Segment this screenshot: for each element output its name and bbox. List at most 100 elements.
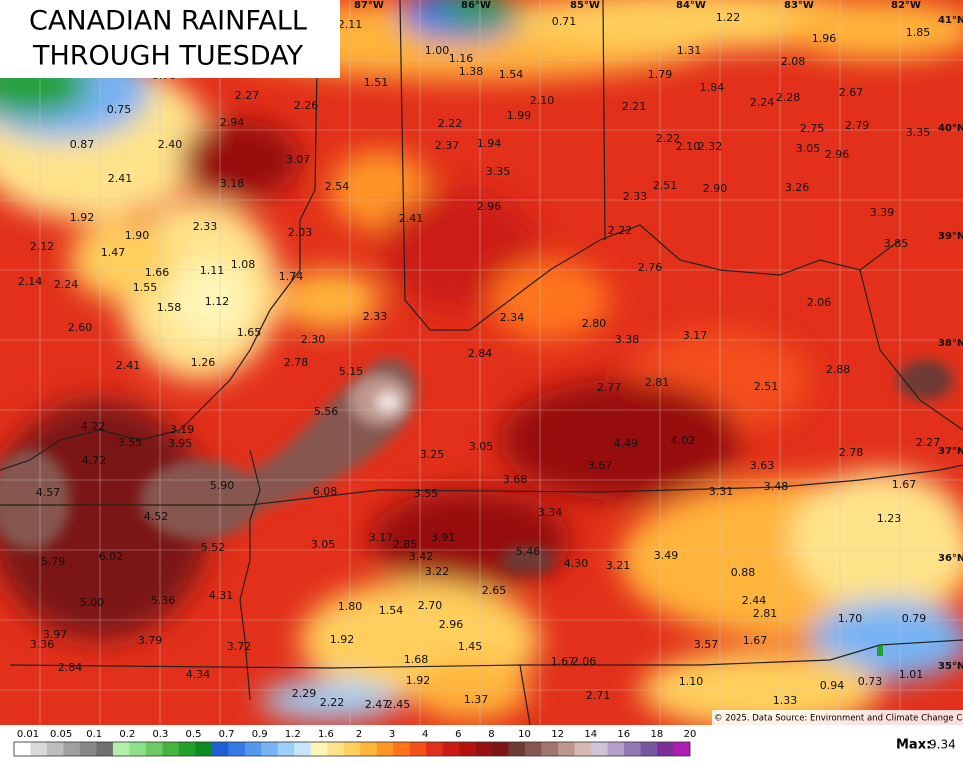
rainfall-value: 1.96 bbox=[812, 32, 837, 45]
legend-swatch bbox=[607, 742, 625, 756]
latitude-label: 36°N bbox=[938, 553, 963, 564]
rainfall-value: 2.96 bbox=[477, 200, 502, 213]
legend-tick-label: 0.5 bbox=[186, 729, 202, 740]
rainfall-value: 2.65 bbox=[482, 584, 507, 597]
rainfall-value: 2.78 bbox=[839, 446, 864, 459]
legend-swatch bbox=[96, 742, 114, 756]
legend-swatch bbox=[343, 742, 361, 756]
legend-tick-label: 0.05 bbox=[50, 729, 72, 740]
legend-swatch bbox=[294, 742, 312, 756]
rainfall-value: 2.03 bbox=[288, 226, 313, 239]
legend-swatch bbox=[277, 742, 295, 756]
legend-tick-label: 0.3 bbox=[152, 729, 168, 740]
legend-swatch bbox=[475, 742, 493, 756]
rainfall-value: 3.55 bbox=[414, 487, 439, 500]
legend-swatch bbox=[30, 742, 48, 756]
rainfall-value: 1.33 bbox=[773, 694, 798, 707]
legend-swatch bbox=[541, 742, 559, 756]
rainfall-value: 4.31 bbox=[209, 589, 234, 602]
rainfall-value: 1.01 bbox=[899, 668, 924, 681]
rainfall-value: 2.84 bbox=[468, 347, 493, 360]
legend-tick-label: 8 bbox=[488, 729, 494, 740]
legend-tick-label: 14 bbox=[584, 729, 597, 740]
legend-swatch bbox=[162, 742, 180, 756]
state-lines bbox=[0, 0, 963, 725]
copyright: © 2025. Data Source: Environment and Cli… bbox=[714, 714, 963, 724]
rainfall-value: 1.11 bbox=[200, 264, 225, 277]
rainfall-value: 6.02 bbox=[99, 550, 124, 563]
rainfall-value: 1.16 bbox=[449, 52, 474, 65]
legend-frame bbox=[13, 741, 691, 757]
rainfall-value: 0.94 bbox=[820, 679, 845, 692]
rainfall-value: 1.84 bbox=[700, 81, 725, 94]
max-value: 9.34 bbox=[929, 738, 956, 752]
legend-swatch bbox=[492, 742, 509, 756]
rainfall-value: 1.92 bbox=[70, 211, 95, 224]
rainfall-value: 3.42 bbox=[409, 550, 434, 563]
legend-swatch bbox=[13, 741, 32, 757]
latitude-label: 35°N bbox=[938, 661, 963, 672]
legend-swatch bbox=[657, 742, 674, 756]
rainfall-value: 4.57 bbox=[36, 486, 61, 499]
rainfall-value: 0.87 bbox=[70, 138, 95, 151]
rainfall-value: 3.63 bbox=[750, 459, 775, 472]
rainfall-value: 2.96 bbox=[825, 148, 850, 161]
rainfall-value: 0.88 bbox=[731, 566, 756, 579]
rainfall-value: 2.81 bbox=[753, 607, 778, 620]
legend-swatch bbox=[79, 742, 97, 756]
rainfall-value: 1.92 bbox=[406, 674, 431, 687]
rainfall-value: 1.67 bbox=[551, 655, 576, 668]
longitude-label: 87°W bbox=[354, 0, 384, 11]
legend-swatch bbox=[178, 742, 196, 756]
legend-swatch bbox=[574, 742, 592, 756]
rainfall-value: 2.12 bbox=[30, 240, 55, 253]
longitude-label: 83°W bbox=[784, 0, 814, 11]
rainfall-value: 2.94 bbox=[220, 116, 245, 129]
rainfall-value: 2.77 bbox=[597, 381, 622, 394]
rainfall-value: 1.10 bbox=[679, 675, 704, 688]
rainfall-value: 0.75 bbox=[107, 103, 132, 116]
longitude-label: 86°W bbox=[461, 0, 491, 11]
rainfall-value: 2.24 bbox=[750, 96, 775, 109]
legend-swatch bbox=[195, 742, 213, 756]
title-line: THROUGH TUESDAY bbox=[32, 41, 304, 72]
longitude-label: 82°W bbox=[891, 0, 921, 11]
rainfall-value: 2.70 bbox=[418, 599, 443, 612]
latitude-label: 38°N bbox=[938, 338, 963, 349]
rainfall-value: 2.30 bbox=[301, 333, 326, 346]
rainfall-value: 3.34 bbox=[538, 506, 563, 519]
rainfall-value: 2.22 bbox=[320, 696, 345, 709]
rainfall-value: 2.80 bbox=[582, 317, 607, 330]
rainfall-value: 1.54 bbox=[379, 604, 404, 617]
rainfall-value: 4.34 bbox=[186, 668, 211, 681]
rainfall-value: 1.47 bbox=[101, 246, 126, 259]
rainfall-value: 3.91 bbox=[431, 531, 456, 544]
rainfall-value: 3.68 bbox=[503, 473, 528, 486]
rainfall-value: 1.74 bbox=[279, 270, 304, 283]
rainfall-value: 5.79 bbox=[41, 555, 66, 568]
rainfall-value: 1.85 bbox=[906, 26, 931, 39]
legend-swatch bbox=[327, 742, 345, 756]
longitude-label: 84°W bbox=[676, 0, 706, 11]
rainfall-value: 1.80 bbox=[338, 600, 363, 613]
rainfall-value: 1.45 bbox=[458, 640, 483, 653]
rainfall-value: 2.96 bbox=[439, 618, 464, 631]
rainfall-value: 1.90 bbox=[125, 229, 150, 242]
legend-swatch bbox=[508, 742, 526, 756]
rainfall-value: 3.49 bbox=[654, 549, 679, 562]
rainfall-value: 2.76 bbox=[638, 261, 663, 274]
legend-tick-label: 0.1 bbox=[86, 729, 102, 740]
rainfall-value: 3.19 bbox=[170, 423, 195, 436]
legend-swatch bbox=[624, 742, 641, 756]
rainfall-value: 1.65 bbox=[237, 326, 262, 339]
rainfall-value: 2.27 bbox=[235, 89, 260, 102]
legend-swatch bbox=[393, 742, 411, 756]
rainfall-value: 3.21 bbox=[606, 559, 631, 572]
rainfall-value: 2.54 bbox=[325, 180, 350, 193]
rainfall-value: 5.15 bbox=[339, 365, 364, 378]
rainfall-value: 2.81 bbox=[645, 376, 670, 389]
rainfall-value: 1.66 bbox=[145, 266, 170, 279]
legend-tick-label: 12 bbox=[551, 729, 564, 740]
rainfall-value: 2.44 bbox=[742, 594, 767, 607]
